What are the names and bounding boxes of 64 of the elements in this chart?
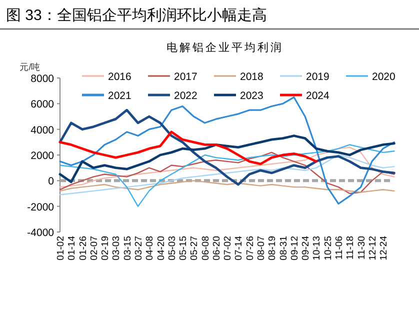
y-tick-label: -2000 — [27, 201, 54, 214]
legend-item: 2020 — [346, 71, 396, 83]
x-tick-label: 11-18 — [345, 236, 356, 260]
legend-item: 2022 — [148, 90, 198, 102]
x-tick-label: 05-15 — [178, 236, 190, 260]
y-axis-title: 元/吨 — [20, 62, 40, 72]
legend-label: 2016 — [108, 71, 132, 83]
legend-label: 2021 — [108, 90, 132, 102]
line-series — [59, 144, 395, 207]
y-tick-label: -4000 — [27, 227, 54, 239]
x-tick-label: 07-14 — [234, 236, 245, 260]
x-tick-label: 12-12 — [367, 236, 378, 260]
line-series — [58, 108, 396, 186]
x-tick-label: 10-13 — [312, 236, 323, 260]
line-series — [59, 180, 395, 193]
x-tick-label: 03-27 — [133, 236, 144, 260]
legend-label: 2023 — [240, 90, 264, 102]
line-series — [59, 146, 395, 188]
x-tick-label: 11-06 — [334, 236, 345, 260]
x-tick-label: 10-25 — [322, 236, 334, 260]
legend-item: 2021 — [82, 90, 132, 102]
legend-item: 2018 — [214, 71, 264, 83]
legend-label: 2024 — [306, 90, 330, 102]
legend-label: 2022 — [174, 90, 198, 102]
x-tick-label: 09-12 — [289, 236, 300, 260]
x-tick-label: 03-15 — [122, 236, 134, 260]
legend-item: 2024 — [280, 90, 330, 102]
x-tick-label: 09-24 — [300, 236, 312, 260]
x-tick-label: 02-19 — [100, 236, 112, 260]
x-tick-label: 01-26 — [78, 236, 89, 260]
x-tick-label: 12-24 — [378, 236, 390, 260]
x-tick-label: 08-31 — [278, 236, 290, 260]
legend-item: 2019 — [280, 71, 330, 83]
line-series — [58, 130, 318, 166]
line-series — [58, 134, 396, 184]
legend-label: 2017 — [174, 71, 198, 83]
legend-label: 2018 — [240, 71, 264, 83]
y-tick-label: 6000 — [30, 98, 54, 111]
x-tick-label: 08-19 — [267, 236, 278, 260]
x-tick-label: 07-02 — [222, 236, 234, 260]
y-tick-label: 2000 — [30, 150, 54, 162]
chart-subtitle: 电解铝企业平均利润 — [166, 41, 284, 54]
legend-label: 2019 — [306, 71, 330, 83]
legend-item: 2023 — [214, 90, 264, 102]
x-tick-label: 11-30 — [356, 236, 368, 260]
x-tick-label: 05-27 — [189, 236, 200, 260]
x-tick-label: 02-07 — [88, 236, 100, 260]
x-tick-label: 03-03 — [111, 236, 122, 260]
y-tick-label: 4000 — [30, 124, 54, 136]
y-tick-label: 8000 — [30, 73, 54, 85]
chart-title: 图 33：全国铝企平均利润环比小幅走高 — [6, 7, 267, 24]
x-tick-label: 07-26 — [244, 236, 256, 260]
y-tick-label: 0 — [48, 176, 54, 188]
x-tick-label: 06-08 — [200, 236, 212, 260]
legend-item: 2017 — [148, 71, 198, 83]
x-tick-label: 04-08 — [144, 236, 156, 260]
x-tick-label: 01-14 — [66, 236, 78, 260]
x-tick-label: 01-02 — [56, 236, 66, 260]
x-tick-label: 05-03 — [166, 236, 178, 260]
x-tick-label: 04-20 — [156, 236, 167, 260]
x-tick-label: 08-07 — [256, 236, 268, 260]
x-tick-label: 06-20 — [211, 236, 222, 260]
legend-item: 2016 — [82, 71, 132, 83]
legend-label: 2020 — [372, 71, 396, 83]
